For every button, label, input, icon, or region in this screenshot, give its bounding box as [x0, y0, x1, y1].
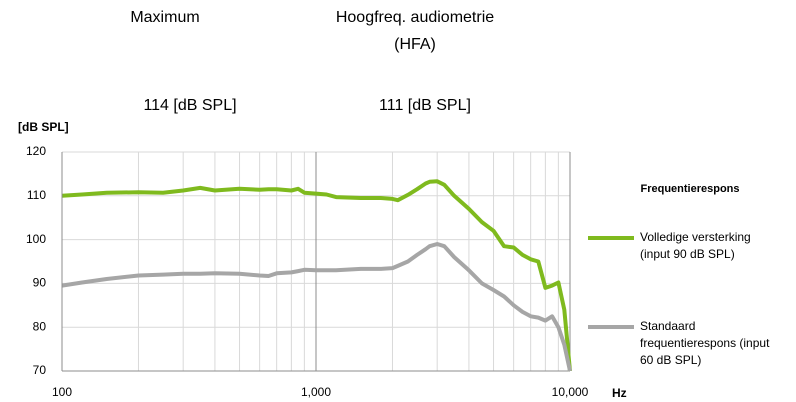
x-tick-label: 1,000 — [301, 385, 331, 399]
summary-value: 114 [dB SPL] — [143, 97, 237, 114]
x-axis-label: Hz — [612, 386, 627, 400]
y-tick-label: 80 — [33, 319, 47, 333]
summary-label: Hoogfreq. audiometrie (HFA) — [335, 9, 495, 53]
series-line — [61, 242, 572, 372]
y-tick-label: 110 — [27, 188, 46, 202]
y-tick-label: 90 — [33, 276, 47, 290]
legend-label: Volledige versterking (input 90 dB SPL) — [640, 230, 751, 261]
x-tick-label: 10,000 — [552, 385, 589, 399]
x-tick-label: 100 — [52, 385, 72, 399]
y-tick-label: 120 — [26, 144, 46, 158]
summary-value: 111 [dB SPL] — [379, 97, 471, 114]
y-tick-label: 100 — [26, 232, 46, 246]
legend-title: Frequentierespons — [640, 183, 739, 195]
y-axis-label: [dB SPL] — [18, 120, 69, 134]
legend-label: Standaard frequentierespons (input 60 dB… — [640, 319, 770, 367]
summary-label: Maximum — [130, 9, 200, 26]
series-line — [61, 179, 572, 372]
y-tick-label: 70 — [33, 363, 47, 377]
